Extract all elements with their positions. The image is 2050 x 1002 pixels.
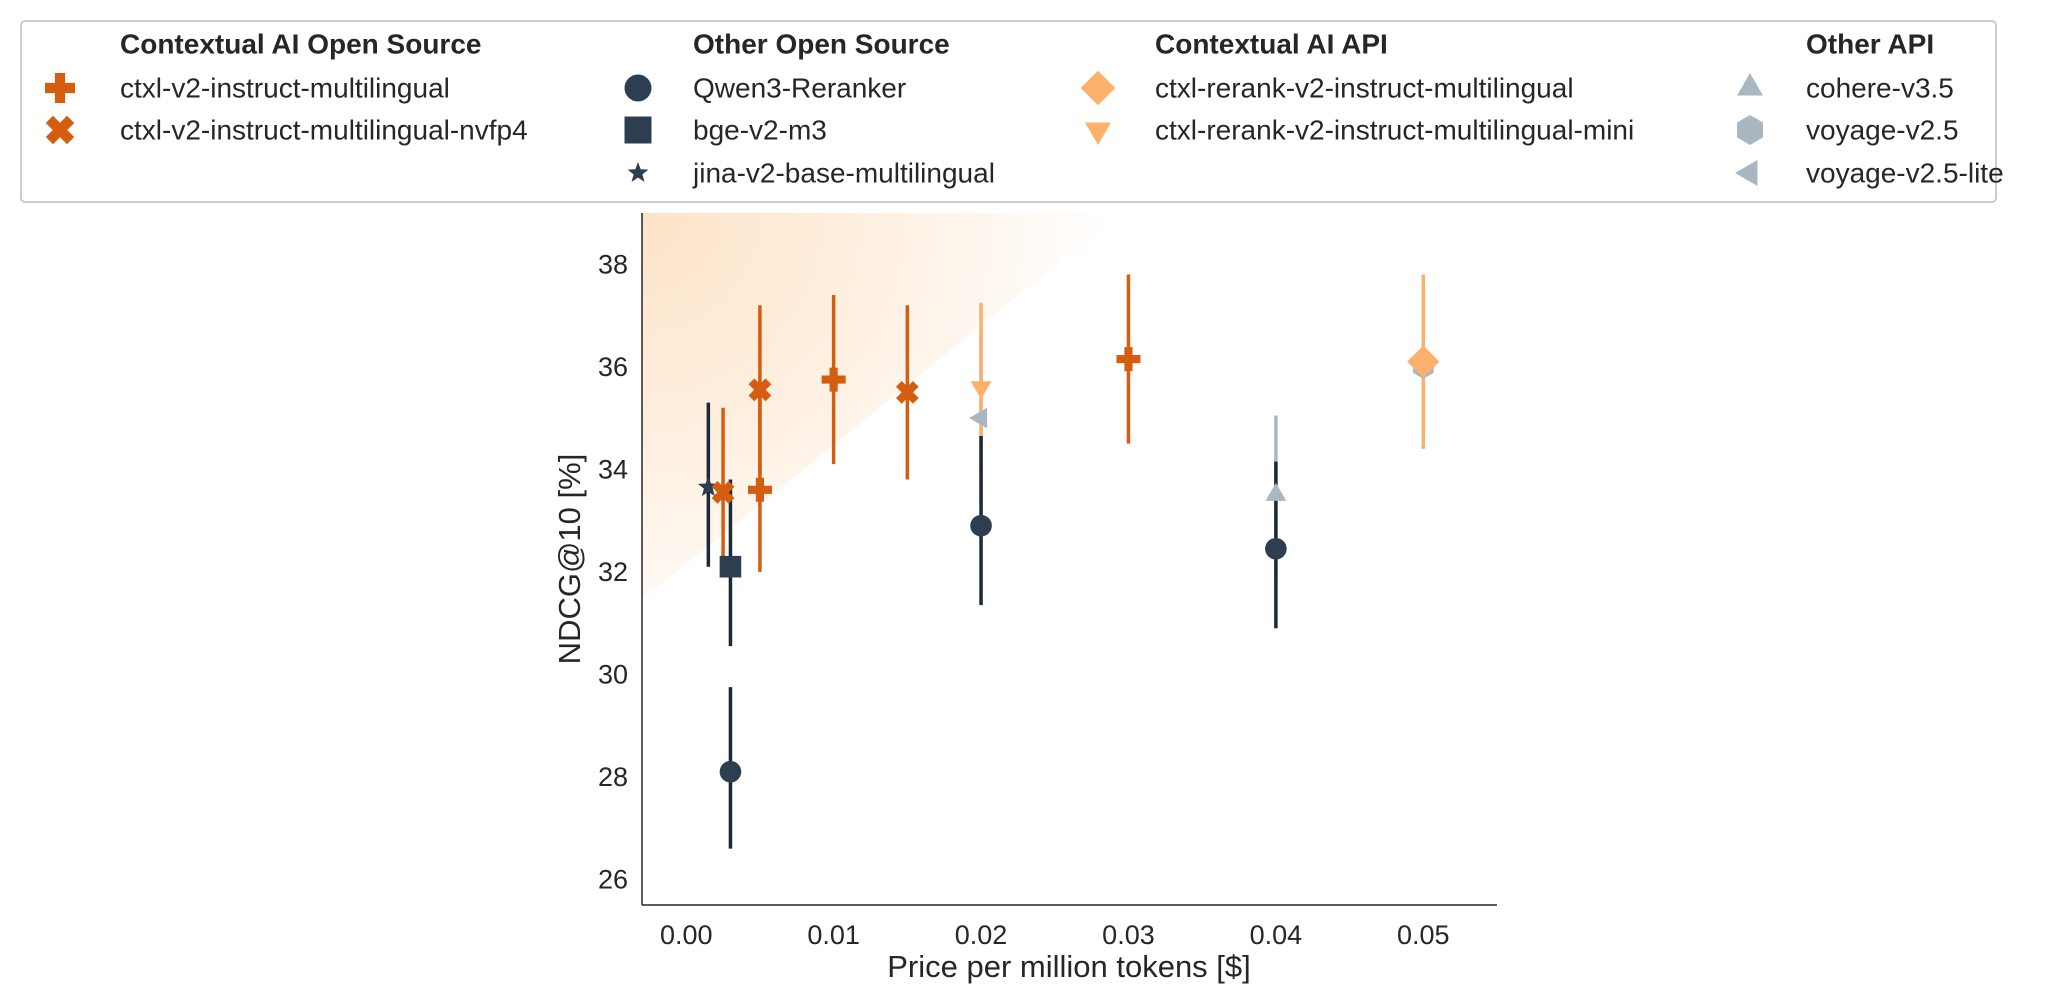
data-point-triangle-left	[969, 407, 988, 429]
data-point-plus	[821, 367, 846, 392]
y-axis-label: NDCG@10 [%]	[552, 454, 587, 665]
y-tick-label: 38	[598, 249, 628, 279]
x-axis-label: Price per million tokens [$]	[887, 949, 1251, 984]
x-tick-label: 0.04	[1250, 920, 1303, 950]
legend-entry-label: ctxl-v2-instruct-multilingual	[120, 73, 450, 104]
legend-entry-label: voyage-v2.5	[1806, 115, 1959, 146]
legend-entry-label: jina-v2-base-multilingual	[692, 158, 995, 189]
legend-entry-label: ctxl-rerank-v2-instruct-multilingual	[1155, 73, 1574, 104]
legend-entry-label: ctxl-rerank-v2-instruct-multilingual-min…	[1155, 115, 1634, 146]
data-point-triangle-down	[970, 381, 992, 400]
x-tick-label: 0.00	[660, 920, 713, 950]
legend-square-icon	[624, 116, 652, 144]
data-point-circle	[970, 514, 992, 537]
highlight-region	[642, 213, 1120, 600]
x-tick-label: 0.01	[807, 920, 860, 950]
data-point-x	[748, 378, 772, 402]
legend-triangle-left-icon	[1735, 160, 1758, 186]
y-tick-label: 30	[598, 659, 628, 689]
data-point-x	[711, 480, 735, 504]
data-point-square	[719, 555, 742, 578]
legend-hexagon-icon	[1737, 115, 1763, 145]
y-tick-label: 34	[598, 454, 628, 484]
legend-triangle-down-icon	[1085, 122, 1111, 145]
legend: Contextual AI Open Source ctxl-v2-instruc…	[20, 20, 2004, 203]
data-point-plus	[1116, 347, 1141, 372]
legend-entry-label: ctxl-v2-instruct-multilingual-nvfp4	[120, 115, 528, 146]
legend-items: Contextual AI Open Source ctxl-v2-instruc…	[45, 29, 2004, 189]
data-point-circle	[1265, 537, 1287, 560]
legend-entry-label: voyage-v2.5-lite	[1806, 158, 2004, 189]
x-tick-label: 0.02	[955, 920, 1008, 950]
legend-star-icon	[627, 162, 649, 182]
data-point-diamond	[1407, 345, 1440, 378]
data-point-star	[697, 476, 719, 497]
legend-group-title: Contextual AI API	[1155, 29, 1388, 60]
legend-x-icon	[45, 115, 75, 145]
y-tick-label: 36	[598, 352, 628, 382]
legend-circle-icon	[624, 74, 652, 102]
data-point-plus	[747, 477, 772, 502]
legend-group-title: Other Open Source	[693, 29, 950, 60]
x-tick-labels: 0.00 0.01 0.02 0.03 0.04 0.05	[660, 920, 1450, 950]
legend-entry-label: bge-v2-m3	[693, 115, 827, 146]
data-point-triangle-up	[1265, 482, 1287, 501]
x-tick-label: 0.03	[1102, 920, 1155, 950]
y-tick-label: 26	[598, 864, 628, 894]
y-tick-label: 32	[598, 557, 628, 587]
x-tick-label: 0.05	[1397, 920, 1450, 950]
data-point-x	[895, 381, 919, 404]
data-point-circle	[719, 760, 742, 783]
legend-entry-label: cohere-v3.5	[1806, 73, 1954, 104]
legend-diamond-icon	[1080, 70, 1116, 106]
legend-plus-icon	[45, 73, 75, 103]
legend-frame	[20, 20, 1997, 203]
y-tick-labels: 26 28 30 32 34 36 38	[598, 249, 628, 894]
legend-triangle-up-icon	[1737, 73, 1763, 96]
legend-entry-label: Qwen3-Reranker	[693, 73, 906, 104]
data-markers	[697, 345, 1440, 783]
y-tick-label: 28	[598, 762, 628, 792]
legend-group-title: Contextual AI Open Source	[120, 29, 481, 60]
legend-group-title: Other API	[1806, 29, 1934, 60]
